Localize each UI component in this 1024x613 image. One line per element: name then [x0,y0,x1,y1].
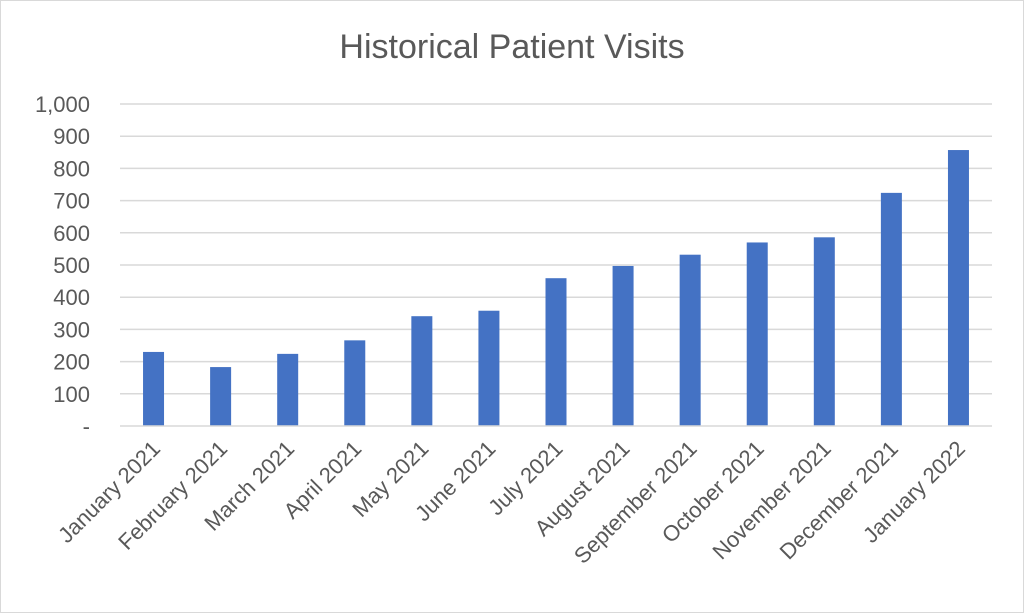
y-tick-label: 300 [53,317,90,342]
y-tick-label: 400 [53,285,90,310]
bar [612,265,634,426]
x-tick-label: November 2021 [707,436,835,564]
y-tick-label: 1,000 [35,92,90,117]
bar [880,192,902,426]
bar [277,353,299,426]
bars [143,150,969,426]
gridlines [120,103,992,395]
x-tick-label: September 2021 [569,436,702,569]
chart-title: Historical Patient Visits [339,28,684,66]
x-tick-label: December 2021 [775,436,903,564]
bar [746,242,768,426]
y-tick-label: 500 [53,253,90,278]
bar [344,340,366,426]
y-tick-label: 600 [53,221,90,246]
bar [478,310,500,426]
y-axis-ticks: - 100 200 300 400 500 600 700 800 900 1,000 [35,92,90,439]
bar [813,237,835,426]
bar [411,316,433,426]
y-tick-label: 700 [53,189,90,214]
bar [545,278,567,426]
bar [947,150,969,426]
y-tick-label: - [83,414,90,439]
bar [679,254,701,426]
y-tick-label: 200 [53,350,90,375]
bar [210,367,232,426]
y-tick-label: 800 [53,156,90,181]
y-tick-label: 900 [53,124,90,149]
y-tick-label: 100 [53,382,90,407]
bar [143,351,165,426]
